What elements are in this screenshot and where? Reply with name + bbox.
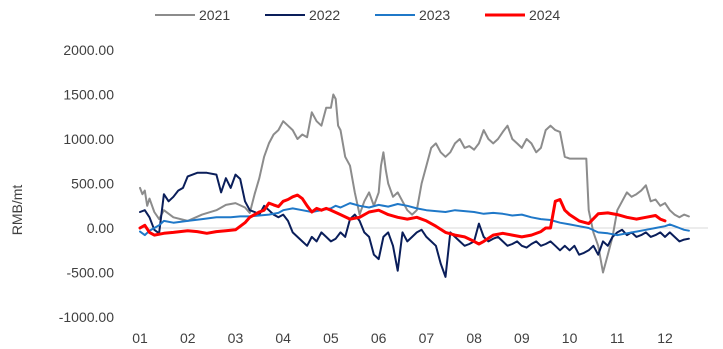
y-axis-ticks: 2000.00 1500.00 1000.00 500.00 0.00 -500.00 -1… (59, 42, 114, 325)
legend-label-2022: 2022 (309, 7, 340, 23)
x-tick-label: 04 (275, 330, 291, 346)
y-tick-label: 2000.00 (63, 42, 114, 58)
x-tick-label: 08 (466, 330, 482, 346)
legend-label-2021: 2021 (199, 7, 230, 23)
series-line-2024 (138, 193, 667, 246)
x-tick-label: 10 (562, 330, 578, 346)
series-line-2022 (139, 171, 690, 278)
y-tick-label: 500.00 (71, 176, 114, 192)
chart-legend: 2021 2022 2023 2024 (155, 7, 560, 23)
x-tick-label: 02 (180, 330, 196, 346)
series-line-2023 (139, 202, 690, 237)
y-tick-label: -500.00 (67, 265, 115, 281)
x-tick-label: 01 (132, 330, 148, 346)
y-tick-label: 1500.00 (63, 87, 114, 103)
x-tick-label: 12 (657, 330, 673, 346)
x-tick-label: 09 (514, 330, 530, 346)
y-tick-label: -1000.00 (59, 309, 114, 325)
x-tick-label: 06 (371, 330, 387, 346)
x-tick-label: 05 (323, 330, 339, 346)
x-tick-label: 03 (228, 330, 244, 346)
series-line-2021 (139, 93, 690, 274)
legend-label-2023: 2023 (419, 7, 450, 23)
legend-label-2024: 2024 (529, 7, 560, 23)
y-axis-title: RMB/mt (9, 185, 25, 236)
y-tick-label: 0.00 (87, 220, 114, 236)
x-axis-ticks: 01 02 03 04 05 06 07 08 09 10 11 12 (132, 330, 673, 346)
series-lines (138, 93, 690, 278)
x-tick-label: 07 (419, 330, 435, 346)
x-tick-label: 11 (610, 330, 625, 346)
y-tick-label: 1000.00 (63, 131, 114, 147)
